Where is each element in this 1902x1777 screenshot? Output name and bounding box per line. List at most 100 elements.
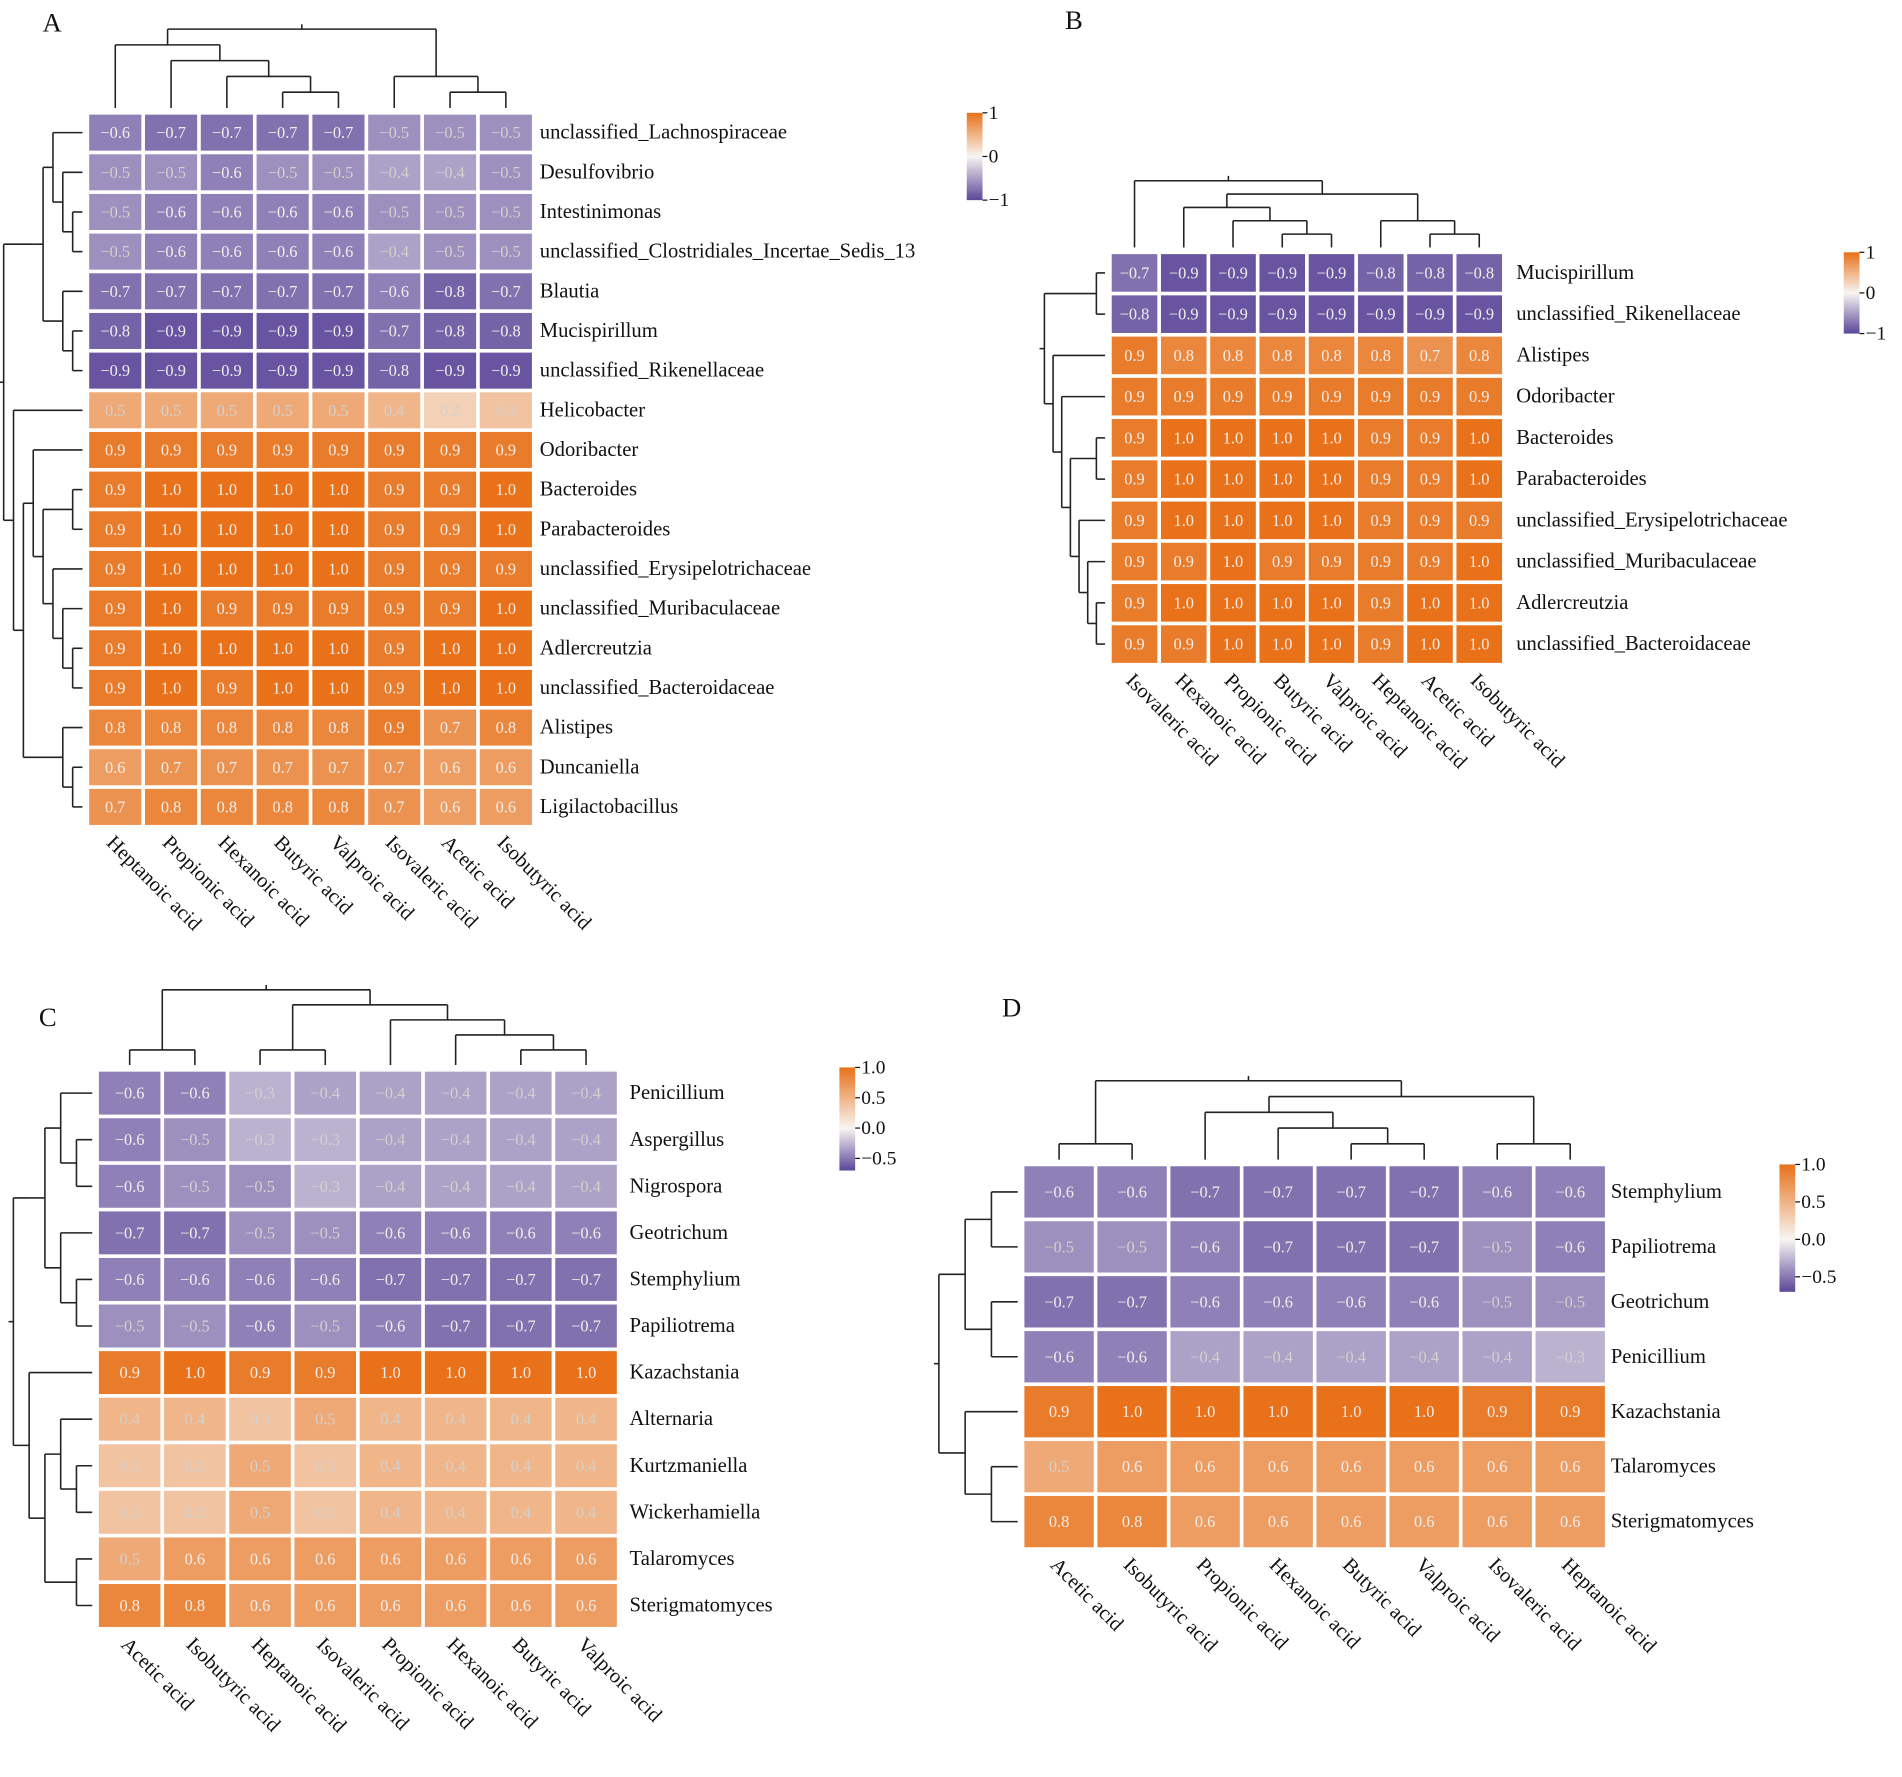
heatmap-cell bbox=[164, 1304, 226, 1348]
cell-value: −0.4 bbox=[441, 1130, 471, 1149]
cell-value: −0.9 bbox=[156, 361, 186, 380]
panel-label: D bbox=[1002, 992, 1021, 1022]
heatmap-cell bbox=[1111, 295, 1158, 333]
cell-value: −0.4 bbox=[435, 163, 465, 182]
heatmap-cell bbox=[294, 1071, 357, 1115]
panel-label: C bbox=[39, 1002, 57, 1032]
cell-value: −0.8 bbox=[1464, 263, 1494, 282]
cell-value: 0.9 bbox=[384, 559, 404, 578]
heatmap-cell bbox=[1389, 1441, 1459, 1493]
heatmap-cell bbox=[424, 1118, 487, 1162]
cell-value: 0.5 bbox=[119, 1549, 139, 1568]
heatmap-cell bbox=[1024, 1386, 1094, 1438]
legend-colorbar bbox=[966, 112, 983, 201]
heatmap-cell bbox=[1357, 295, 1404, 333]
cell-value: −0.6 bbox=[268, 202, 298, 221]
heatmap-panel-b: B −0.7 −0.9 −0.9 −0.9 −0.9 −0.8 −0.8 −0.8 −0.8 −0.… bbox=[1039, 5, 1886, 774]
heatmap-cell bbox=[1210, 295, 1256, 333]
cell-value: 0.4 bbox=[380, 1456, 400, 1475]
heatmap-cell bbox=[1389, 1386, 1459, 1438]
heatmap-cell bbox=[479, 550, 532, 587]
heatmap-cell bbox=[89, 312, 142, 349]
heatmap-cell bbox=[294, 1351, 357, 1395]
heatmap-cell bbox=[164, 1164, 226, 1208]
heatmap-cell bbox=[368, 352, 421, 389]
heatmap-cell bbox=[164, 1071, 226, 1115]
heatmap-cell bbox=[1308, 501, 1355, 540]
heatmap-cell bbox=[144, 709, 198, 746]
row-label: Adlercreutzia bbox=[1516, 592, 1628, 614]
heatmap-cell bbox=[164, 1397, 226, 1441]
cell-value: 0.2 bbox=[440, 401, 460, 420]
cell-value: 0.6 bbox=[496, 797, 516, 816]
cell-value: 0.7 bbox=[217, 758, 237, 777]
heatmap-cell bbox=[1024, 1495, 1094, 1548]
heatmap-cell bbox=[1160, 460, 1207, 498]
heatmap-cell bbox=[312, 709, 365, 746]
cell-value: −0.9 bbox=[491, 361, 521, 380]
heatmap-cell bbox=[423, 431, 477, 468]
cell-value: 0.9 bbox=[315, 1363, 335, 1382]
heatmap-cell bbox=[359, 1351, 422, 1395]
heatmap-cell bbox=[555, 1211, 617, 1255]
cell-value: 0.5 bbox=[161, 401, 181, 420]
heatmap-cell bbox=[368, 312, 421, 349]
cell-value: 1.0 bbox=[1174, 428, 1194, 447]
cell-value: 0.9 bbox=[384, 520, 404, 539]
heatmap-cell bbox=[312, 154, 365, 191]
heatmap-cell bbox=[1170, 1221, 1240, 1273]
heatmap-cell bbox=[555, 1164, 617, 1208]
heatmap-cell bbox=[1111, 625, 1158, 663]
cell-value: 0.8 bbox=[217, 718, 237, 737]
cell-value: 0.7 bbox=[384, 758, 404, 777]
row-label: Sterigmatomyces bbox=[1611, 1511, 1754, 1533]
heatmap-cell bbox=[1308, 542, 1355, 581]
heatmap-cell bbox=[89, 392, 142, 429]
heatmap-cell bbox=[490, 1397, 552, 1441]
heatmap-cell bbox=[294, 1537, 357, 1581]
row-label: unclassified_Muribaculaceae bbox=[540, 598, 780, 620]
heatmap-cell bbox=[424, 1071, 487, 1115]
heatmap-cell bbox=[1407, 542, 1453, 581]
heatmap-cell bbox=[490, 1118, 552, 1162]
cell-value: 0.9 bbox=[217, 440, 237, 459]
legend-tick-label: −1 bbox=[989, 190, 1010, 211]
cell-value: −0.4 bbox=[506, 1084, 536, 1103]
cell-value: 1.0 bbox=[272, 639, 292, 658]
cell-value: 0.8 bbox=[1122, 1512, 1142, 1531]
cell-value: −0.8 bbox=[100, 321, 130, 340]
cell-value: 1.0 bbox=[1268, 1402, 1288, 1421]
cell-value: −0.6 bbox=[245, 1317, 275, 1336]
cell-value: 0.9 bbox=[328, 440, 348, 459]
legend-tick-label: 1 bbox=[1866, 242, 1876, 263]
row-label: Talaromyces bbox=[630, 1548, 735, 1570]
legend-tick-label: 0.5 bbox=[861, 1088, 885, 1109]
cell-value: −0.9 bbox=[435, 361, 465, 380]
heatmap-cell bbox=[200, 669, 253, 706]
cell-value: 0.9 bbox=[1124, 470, 1144, 489]
cell-value: 0.9 bbox=[105, 520, 125, 539]
heatmap-cell bbox=[479, 788, 532, 825]
cell-value: −0.6 bbox=[376, 1317, 406, 1336]
cell-value: 1.0 bbox=[1223, 593, 1243, 612]
cell-value: 1.0 bbox=[1469, 593, 1489, 612]
cell-value: −0.6 bbox=[1044, 1347, 1074, 1366]
cell-value: −0.5 bbox=[1482, 1237, 1512, 1256]
cell-value: −0.7 bbox=[379, 321, 409, 340]
heatmap-cell bbox=[229, 1118, 291, 1162]
row-label: Alistipes bbox=[540, 717, 613, 739]
cell-value: 0.8 bbox=[161, 718, 181, 737]
heatmap-cell bbox=[1210, 460, 1256, 498]
row-label: unclassified_Rikenellaceae bbox=[540, 360, 764, 382]
cell-value: 0.9 bbox=[217, 599, 237, 618]
heatmap-cell bbox=[555, 1118, 617, 1162]
heatmap-cell bbox=[229, 1351, 291, 1395]
heatmap-cell bbox=[1210, 377, 1256, 416]
cell-value: 0.4 bbox=[576, 1503, 596, 1522]
cell-value: 1.0 bbox=[1414, 1402, 1434, 1421]
heatmap-cell bbox=[256, 788, 309, 825]
row-label: unclassified_Erysipelotrichaceae bbox=[1516, 509, 1787, 531]
panel-label: A bbox=[42, 8, 62, 38]
cell-value: 1.0 bbox=[1272, 470, 1292, 489]
heatmap-cell bbox=[1535, 1276, 1605, 1328]
